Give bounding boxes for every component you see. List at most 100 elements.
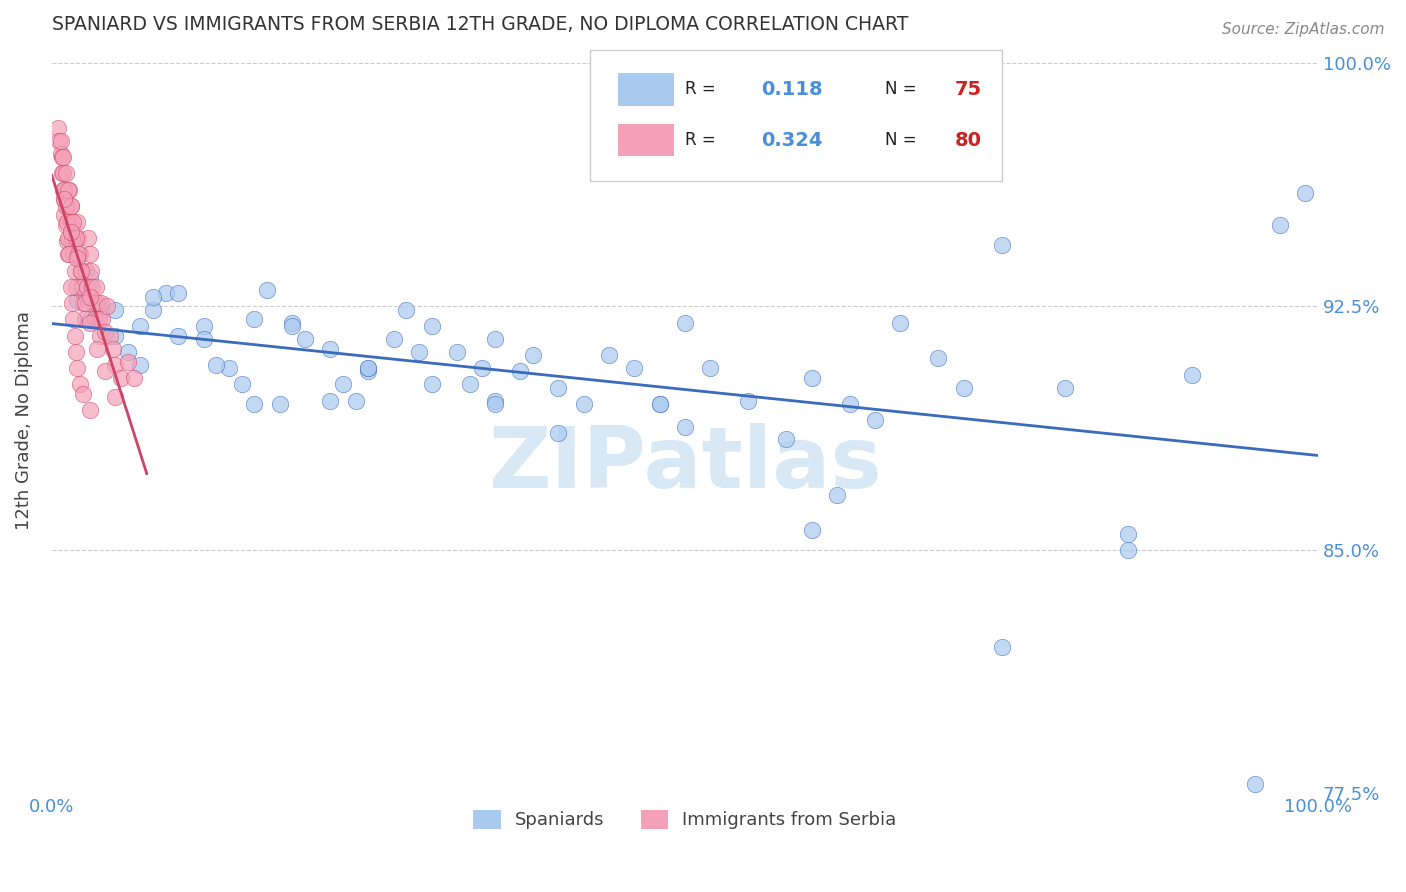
Point — [60, 296, 83, 310]
Point — [65, 280, 87, 294]
Point — [344, 393, 367, 408]
Point — [69, 247, 91, 261]
Point — [58, 182, 80, 196]
Point — [1116, 526, 1139, 541]
Point — [66, 361, 89, 376]
Point — [623, 361, 645, 376]
Point — [55, 218, 77, 232]
Point — [96, 299, 118, 313]
Point — [484, 393, 506, 408]
Point — [522, 348, 544, 362]
Point — [927, 351, 949, 366]
Point — [294, 332, 316, 346]
Text: 0.118: 0.118 — [761, 79, 823, 99]
Point — [104, 358, 127, 372]
Point — [62, 247, 84, 261]
Point — [56, 215, 79, 229]
Point — [167, 328, 190, 343]
Point — [648, 397, 671, 411]
Point — [1295, 186, 1317, 200]
Point — [86, 296, 108, 310]
Point — [46, 120, 69, 135]
Point — [142, 302, 165, 317]
Point — [142, 290, 165, 304]
Point — [673, 419, 696, 434]
Point — [77, 231, 100, 245]
Point — [82, 280, 104, 294]
Point — [73, 296, 96, 310]
Point — [648, 397, 671, 411]
Point — [63, 328, 86, 343]
Point — [98, 328, 121, 343]
Point — [319, 393, 342, 408]
Point — [484, 332, 506, 346]
Point — [117, 354, 139, 368]
Point — [243, 397, 266, 411]
Point — [67, 247, 90, 261]
Point — [52, 150, 75, 164]
Point — [79, 316, 101, 330]
Point — [281, 318, 304, 333]
Point — [357, 364, 380, 378]
FancyBboxPatch shape — [617, 124, 673, 156]
Point — [269, 397, 291, 411]
Point — [699, 361, 721, 376]
Point — [58, 247, 80, 261]
Point — [547, 380, 569, 394]
Point — [122, 371, 145, 385]
Point — [87, 312, 110, 326]
Point — [572, 397, 595, 411]
Point — [91, 312, 114, 326]
Point — [75, 263, 97, 277]
Point — [155, 286, 177, 301]
Point — [205, 358, 228, 372]
Text: N =: N = — [884, 131, 917, 149]
Point — [104, 302, 127, 317]
Point — [243, 312, 266, 326]
Point — [59, 199, 82, 213]
Point — [69, 377, 91, 392]
Point — [94, 326, 117, 340]
Point — [509, 364, 531, 378]
Point — [319, 342, 342, 356]
Point — [56, 235, 79, 249]
Point — [89, 328, 111, 343]
Point — [332, 377, 354, 392]
Point — [79, 312, 101, 326]
Text: 0.324: 0.324 — [761, 130, 823, 150]
Point — [70, 263, 93, 277]
Point — [256, 283, 278, 297]
Point — [357, 361, 380, 376]
Point — [79, 247, 101, 261]
Point — [63, 263, 86, 277]
Point — [83, 312, 105, 326]
Point — [484, 397, 506, 411]
Point — [800, 371, 823, 385]
Point — [167, 286, 190, 301]
Point — [60, 231, 83, 245]
Text: R =: R = — [685, 80, 716, 98]
Point — [117, 344, 139, 359]
Point — [83, 296, 105, 310]
Point — [58, 247, 80, 261]
Point — [65, 344, 87, 359]
Point — [408, 344, 430, 359]
Point — [86, 342, 108, 356]
Point — [62, 215, 84, 229]
Point — [53, 182, 76, 196]
Text: 80: 80 — [955, 130, 981, 150]
Point — [800, 524, 823, 538]
Point — [53, 192, 76, 206]
Point — [80, 263, 103, 277]
Point — [104, 328, 127, 343]
Point — [458, 377, 481, 392]
Point — [49, 134, 72, 148]
Point — [110, 371, 132, 385]
Point — [70, 263, 93, 277]
Point — [104, 390, 127, 404]
Point — [52, 166, 75, 180]
Point — [1116, 542, 1139, 557]
Point — [58, 231, 80, 245]
Point — [52, 182, 75, 196]
Point — [62, 312, 84, 326]
